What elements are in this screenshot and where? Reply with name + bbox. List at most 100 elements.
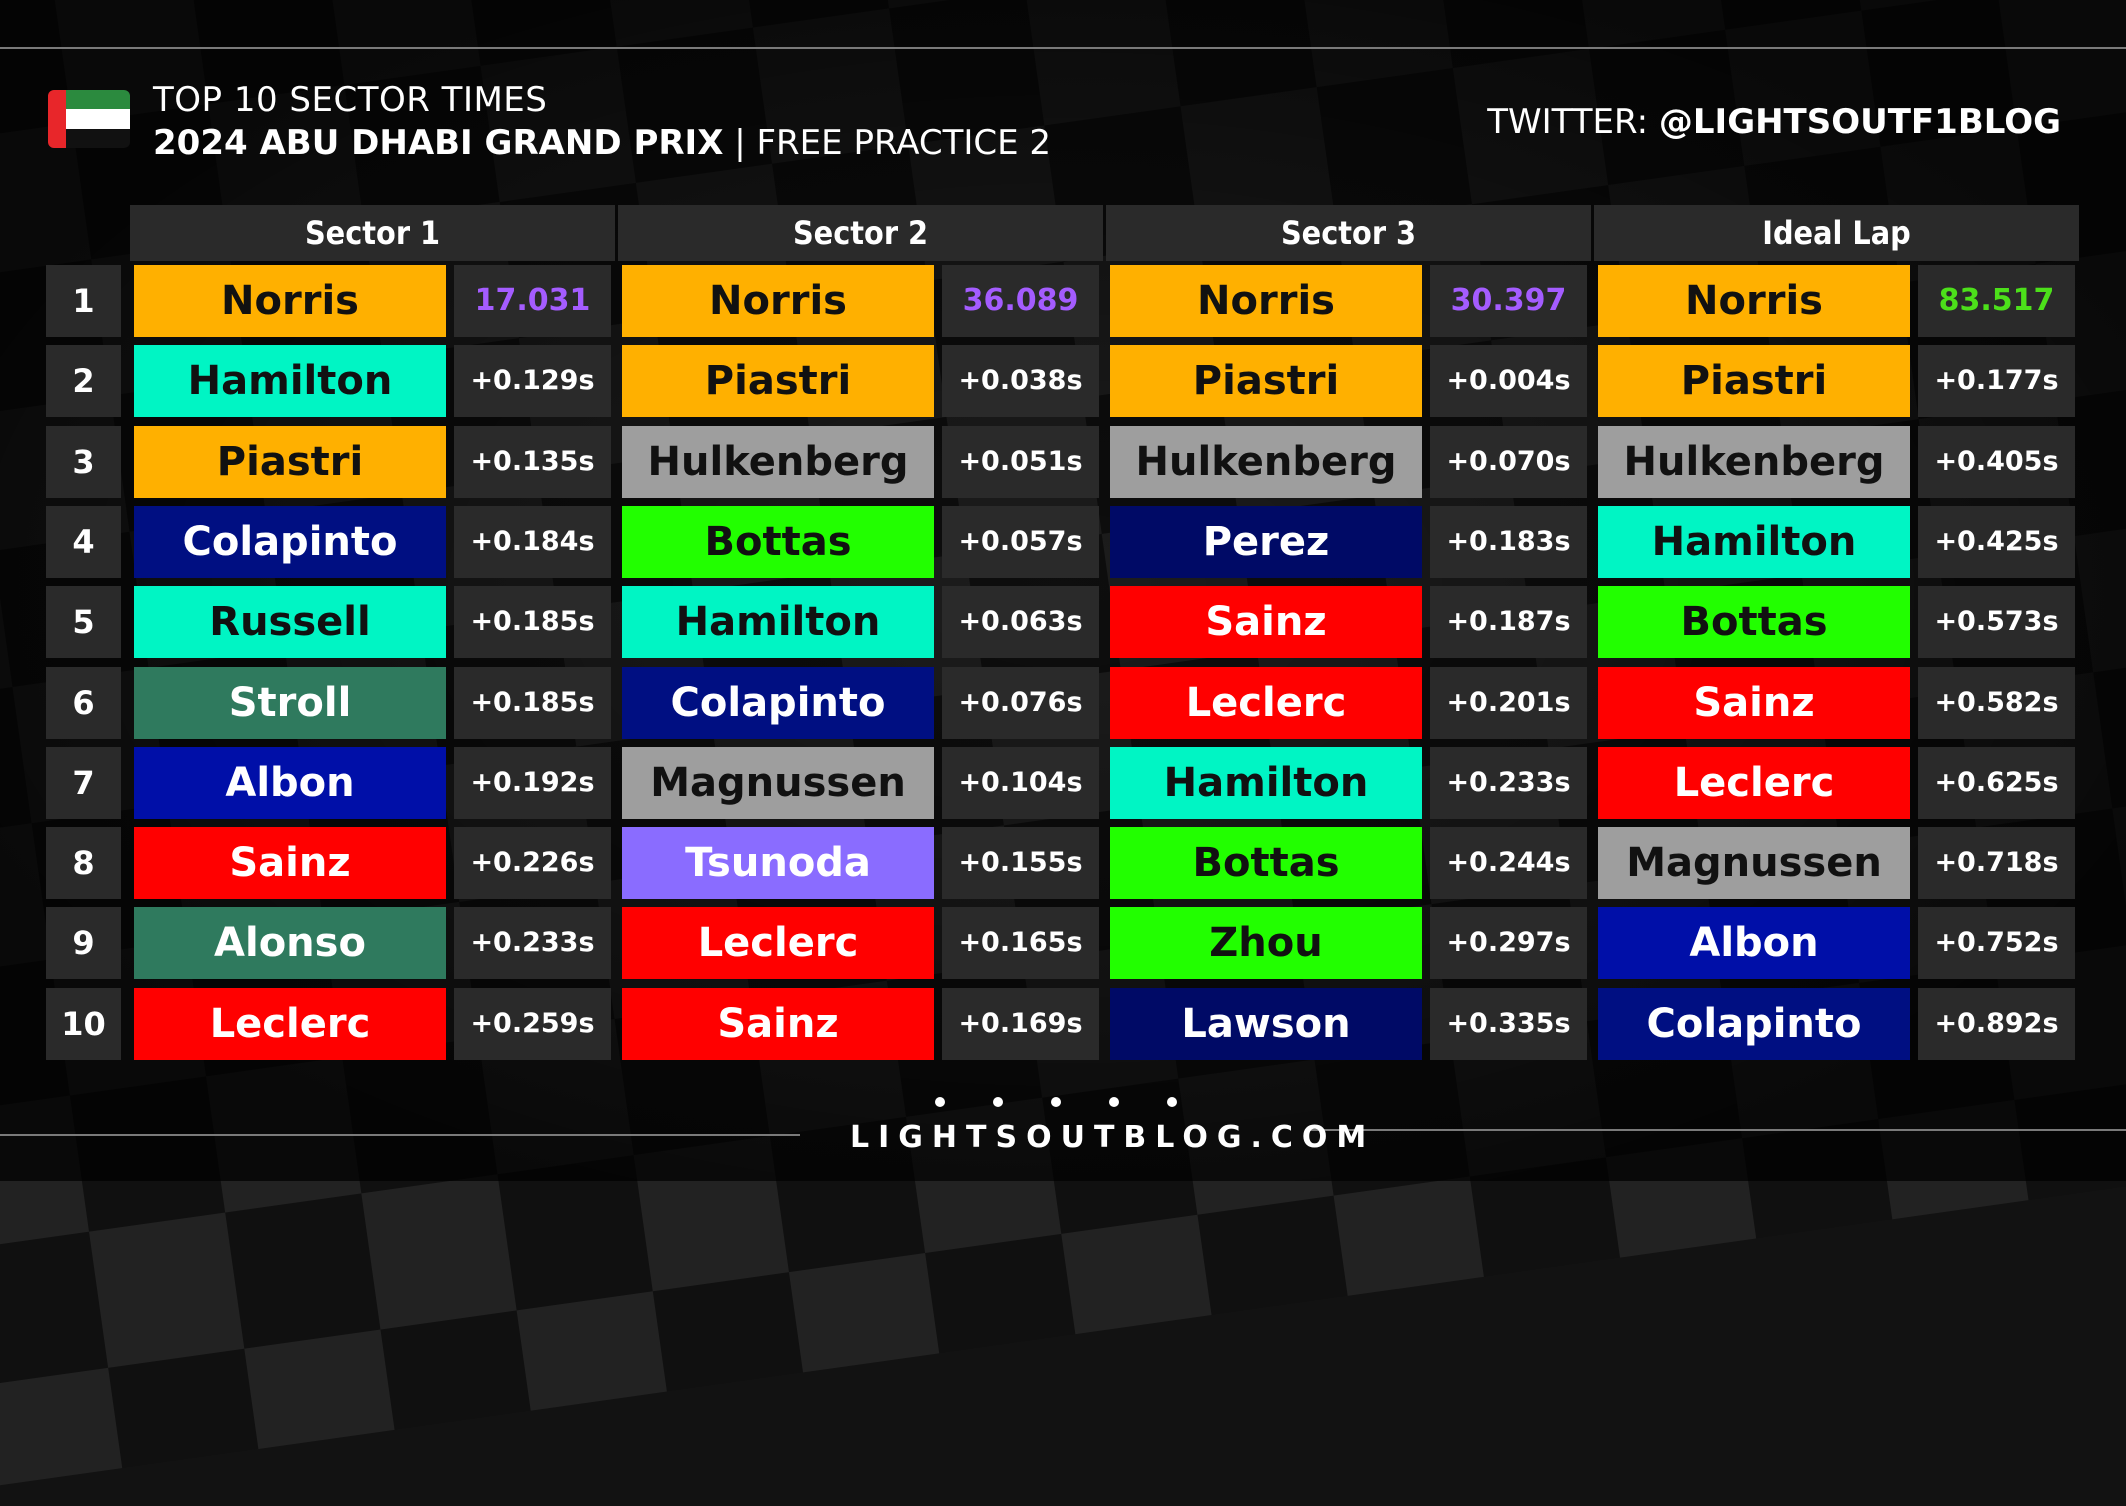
session-name: | FREE PRACTICE 2 bbox=[723, 123, 1052, 163]
driver-cell: Zhou bbox=[1110, 907, 1422, 980]
time-gap: +0.233s bbox=[454, 907, 611, 980]
driver-cell: Leclerc bbox=[622, 907, 934, 980]
table-row: 7 Albon +0.192s Magnussen +0.104s Hamilton +0.… bbox=[46, 746, 2116, 819]
driver-cell: Russell bbox=[134, 586, 446, 659]
time-gap: +0.076s bbox=[942, 666, 1099, 739]
column-header: Ideal Lap bbox=[1594, 205, 2079, 261]
footer-dot bbox=[1167, 1097, 1177, 1107]
best-time: 17.031 bbox=[454, 265, 611, 337]
table-row: 5 Russell +0.185s Hamilton +0.063s Sainz +0.18… bbox=[46, 586, 2116, 659]
time-gap: +0.187s bbox=[1430, 586, 1587, 659]
time-gap: +0.135s bbox=[454, 425, 611, 498]
driver-cell: Magnussen bbox=[1598, 827, 1910, 900]
time-gap: +0.425s bbox=[1918, 505, 2075, 578]
position-number: 7 bbox=[46, 746, 121, 819]
driver-cell: Leclerc bbox=[134, 987, 446, 1060]
time-gap: +0.155s bbox=[942, 827, 1099, 900]
driver-cell: Magnussen bbox=[622, 746, 934, 819]
driver-cell: Sainz bbox=[622, 987, 934, 1060]
time-gap: +0.177s bbox=[1918, 345, 2075, 418]
driver-cell: Sainz bbox=[134, 827, 446, 900]
footer-dots bbox=[935, 1097, 1177, 1107]
time-gap: +0.051s bbox=[942, 425, 1099, 498]
footer-dot bbox=[1109, 1097, 1119, 1107]
best-time: 30.397 bbox=[1430, 265, 1587, 337]
table-row: 9 Alonso +0.233s Leclerc +0.165s Zhou +0.297s A… bbox=[46, 907, 2116, 980]
position-number: 3 bbox=[46, 425, 121, 498]
time-gap: +0.057s bbox=[942, 505, 1099, 578]
race-name: 2024 ABU DHABI GRAND PRIX bbox=[153, 123, 724, 163]
time-gap: +0.892s bbox=[1918, 987, 2075, 1060]
time-gap: +0.004s bbox=[1430, 345, 1587, 418]
driver-cell: Colapinto bbox=[134, 505, 446, 578]
time-gap: +0.104s bbox=[942, 746, 1099, 819]
time-gap: +0.183s bbox=[1430, 505, 1587, 578]
driver-cell: Colapinto bbox=[1598, 987, 1910, 1060]
driver-cell: Leclerc bbox=[1598, 746, 1910, 819]
title-line-1: TOP 10 SECTOR TIMES bbox=[153, 80, 548, 120]
best-time: 36.089 bbox=[942, 265, 1099, 337]
position-number: 8 bbox=[46, 827, 121, 900]
time-gap: +0.226s bbox=[454, 827, 611, 900]
bottom-divider-right bbox=[1305, 1129, 2126, 1131]
time-gap: +0.192s bbox=[454, 746, 611, 819]
column-header: Sector 2 bbox=[618, 205, 1103, 261]
driver-cell: Leclerc bbox=[1110, 666, 1422, 739]
position-number: 9 bbox=[46, 907, 121, 980]
driver-cell: Hamilton bbox=[1110, 746, 1422, 819]
table-row: 6 Stroll +0.185s Colapinto +0.076s Leclerc +0.… bbox=[46, 666, 2116, 739]
driver-cell: Perez bbox=[1110, 505, 1422, 578]
footer-site: LIGHTSOUTBLOG.COM bbox=[850, 1120, 1376, 1155]
time-gap: +0.129s bbox=[454, 345, 611, 418]
time-gap: +0.573s bbox=[1918, 586, 2075, 659]
twitter-handle: @LIGHTSOUTF1BLOG bbox=[1658, 102, 2061, 142]
driver-cell: Norris bbox=[1598, 265, 1910, 337]
column-header: Sector 1 bbox=[130, 205, 615, 261]
time-gap: +0.405s bbox=[1918, 425, 2075, 498]
footer-dot bbox=[1051, 1097, 1061, 1107]
driver-cell: Piastri bbox=[1110, 345, 1422, 418]
time-gap: +0.070s bbox=[1430, 425, 1587, 498]
uae-flag-icon bbox=[48, 90, 130, 148]
driver-cell: Stroll bbox=[134, 666, 446, 739]
time-gap: +0.169s bbox=[942, 987, 1099, 1060]
position-number: 5 bbox=[46, 586, 121, 659]
column-header: Sector 3 bbox=[1106, 205, 1591, 261]
driver-cell: Sainz bbox=[1110, 586, 1422, 659]
position-number: 4 bbox=[46, 505, 121, 578]
driver-cell: Albon bbox=[134, 746, 446, 819]
driver-cell: Piastri bbox=[1598, 345, 1910, 418]
driver-cell: Colapinto bbox=[622, 666, 934, 739]
driver-cell: Sainz bbox=[1598, 666, 1910, 739]
driver-cell: Norris bbox=[1110, 265, 1422, 337]
footer-dot bbox=[935, 1097, 945, 1107]
driver-cell: Alonso bbox=[134, 907, 446, 980]
footer-dot bbox=[993, 1097, 1003, 1107]
driver-cell: Hulkenberg bbox=[622, 425, 934, 498]
twitter-credit: TWITTER: @LIGHTSOUTF1BLOG bbox=[1487, 102, 2061, 142]
table-row: 4 Colapinto +0.184s Bottas +0.057s Perez +0.18… bbox=[46, 505, 2116, 578]
driver-cell: Norris bbox=[622, 265, 934, 337]
table-row: 8 Sainz +0.226s Tsunoda +0.155s Bottas +0.244s… bbox=[46, 827, 2116, 900]
time-gap: +0.233s bbox=[1430, 746, 1587, 819]
driver-cell: Hulkenberg bbox=[1598, 425, 1910, 498]
time-gap: +0.201s bbox=[1430, 666, 1587, 739]
table-row: 10 Leclerc +0.259s Sainz +0.169s Lawson +0.335… bbox=[46, 987, 2116, 1060]
time-gap: +0.244s bbox=[1430, 827, 1587, 900]
time-gap: +0.165s bbox=[942, 907, 1099, 980]
twitter-label: TWITTER: bbox=[1487, 102, 1659, 142]
time-gap: +0.185s bbox=[454, 586, 611, 659]
time-gap: +0.184s bbox=[454, 505, 611, 578]
driver-cell: Bottas bbox=[1110, 827, 1422, 900]
time-gap: +0.335s bbox=[1430, 987, 1587, 1060]
position-number: 6 bbox=[46, 666, 121, 739]
driver-cell: Bottas bbox=[622, 505, 934, 578]
title-line-2: 2024 ABU DHABI GRAND PRIX | FREE PRACTIC… bbox=[153, 123, 1051, 163]
driver-cell: Hulkenberg bbox=[1110, 425, 1422, 498]
time-gap: +0.718s bbox=[1918, 827, 2075, 900]
time-gap: +0.063s bbox=[942, 586, 1099, 659]
table-row: 3 Piastri +0.135s Hulkenberg +0.051s Hulkenbe… bbox=[46, 425, 2116, 498]
time-gap: +0.625s bbox=[1918, 746, 2075, 819]
driver-cell: Piastri bbox=[622, 345, 934, 418]
driver-cell: Norris bbox=[134, 265, 446, 337]
